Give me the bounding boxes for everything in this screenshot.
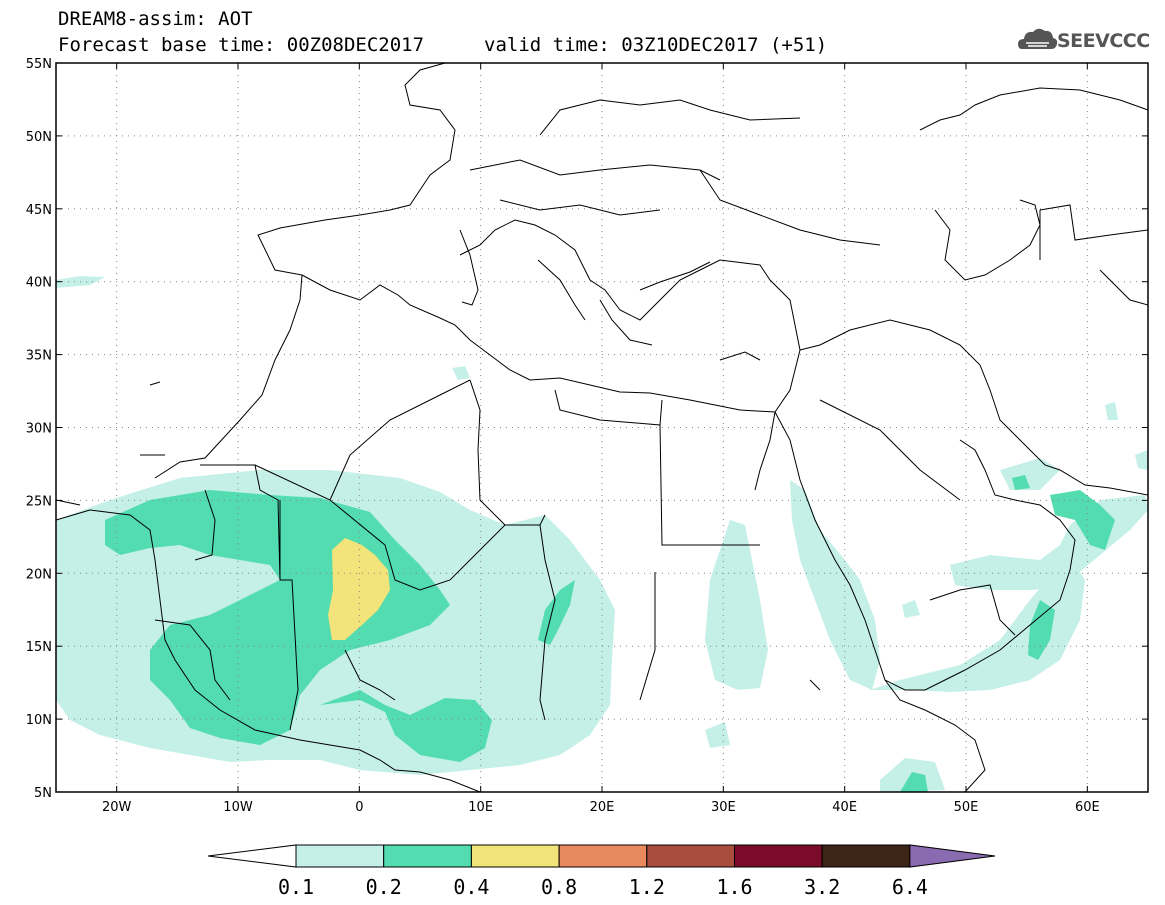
colorbar-segment <box>383 844 472 868</box>
lon-tick-label: 40E <box>832 800 857 815</box>
lon-tick-label: 60E <box>1075 800 1100 815</box>
colorbar-segment <box>295 844 385 868</box>
colorbar-label: 1.2 <box>629 875 665 899</box>
valid-time: valid time: 03Z10DEC2017 (+51) <box>484 34 828 56</box>
lat-tick-label: 25N <box>26 494 52 509</box>
colorbar-label: 0.4 <box>453 875 489 899</box>
lon-tick-label: 10W <box>223 800 253 815</box>
map-title: DREAM8-assim: AOT <box>58 8 253 30</box>
lat-tick-label: 35N <box>26 349 52 364</box>
colorbar-label: 1.6 <box>716 875 752 899</box>
forecast-base-time: Forecast base time: 00Z08DEC2017 <box>58 34 425 56</box>
aot-level-0.4 <box>328 538 390 640</box>
lat-tick-label: 40N <box>26 276 52 291</box>
colorbar-under-arrow <box>207 844 297 868</box>
lat-tick-label: 10N <box>26 713 52 728</box>
lat-tick-label: 55N <box>26 57 52 72</box>
axes: 55N 50N 45N 40N 35N 30N 25N 20N 15N 10N 5N 20W 10W 0 1… <box>26 57 1148 815</box>
lat-tick-label: 30N <box>26 422 52 437</box>
lon-tick-label: 30E <box>711 800 736 815</box>
colorbar-over-arrow <box>909 844 996 868</box>
lat-tick-label: 15N <box>26 640 52 655</box>
lon-tick-label: 10E <box>468 800 493 815</box>
colorbar-segment <box>470 844 560 868</box>
lat-tick-label: 20N <box>26 567 52 582</box>
colorbar-segment <box>821 844 911 868</box>
colorbar-label: 0.8 <box>541 875 577 899</box>
colorbar-label: 0.1 <box>278 875 314 899</box>
colorbar-label: 6.4 <box>892 875 928 899</box>
lat-tick-label: 50N <box>26 130 52 145</box>
cloud-icon <box>1018 28 1058 49</box>
lon-tick-label: 20E <box>590 800 615 815</box>
country-borders <box>154 99 1148 731</box>
lon-tick-label: 20W <box>102 800 132 815</box>
aot-field <box>56 276 1148 792</box>
coastlines <box>56 63 1148 792</box>
graticule <box>56 63 1148 792</box>
colorbar-segment <box>558 844 648 868</box>
logo-text: SEEVCCC <box>1057 30 1150 52</box>
lon-tick-label: 50E <box>954 800 979 815</box>
lon-tick-label: 0 <box>355 800 363 815</box>
colorbar-label: 3.2 <box>804 875 840 899</box>
lat-tick-label: 5N <box>34 786 52 801</box>
lat-tick-label: 45N <box>26 203 52 218</box>
colorbar-segment <box>734 844 823 868</box>
colorbar: 0.1 0.2 0.4 0.8 1.2 1.6 3.2 6.4 <box>207 844 996 899</box>
colorbar-segment <box>646 844 735 868</box>
colorbar-label: 0.2 <box>366 875 402 899</box>
